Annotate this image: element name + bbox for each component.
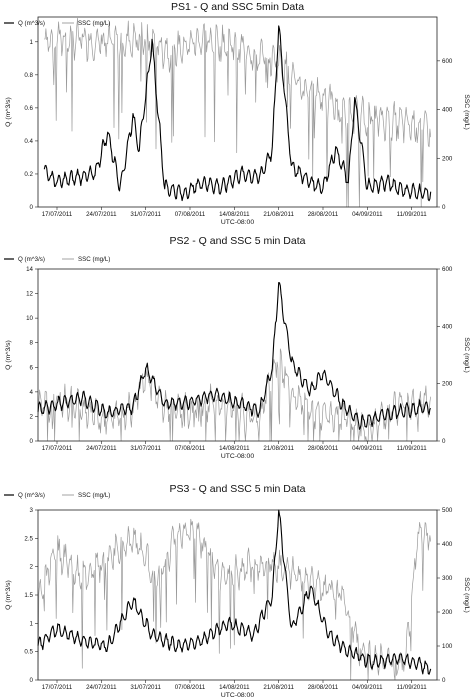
panel-2: PS2 - Q and SSC 5 min Data 17/07/2011 24/0…	[4, 235, 470, 460]
x-tick-label: 04/09/2011	[352, 684, 383, 691]
legend-q-label: Q (m^3/s)	[18, 20, 45, 27]
y-left-tick-label: 0	[30, 677, 34, 684]
y-left-tick-label: 0.8	[24, 72, 33, 79]
plot-frame	[37, 268, 438, 442]
panel-3: PS3 - Q and SSC 5 min Data 17/07/2011 24/0…	[4, 483, 470, 697]
y-left-tick-label: 0.2	[24, 171, 33, 178]
legend-ssc-label: SSC (mg/L)	[78, 20, 110, 27]
x-tick-label: 07/08/2011	[175, 445, 206, 452]
x-tick-label: 21/08/2011	[263, 684, 294, 691]
y-axis-left-label: Q (m^3/s)	[5, 580, 12, 610]
legend-q-label: Q (m^3/s)	[18, 492, 45, 499]
x-tick-label: 04/09/2011	[352, 211, 383, 218]
y-right-tick-label: 0	[442, 204, 446, 211]
y-right-tick-label: 400	[442, 541, 453, 548]
y-left-tick-label: 1.5	[24, 592, 33, 599]
y-left-tick-label: 0	[30, 204, 34, 211]
y-right-tick-label: 500	[442, 507, 453, 514]
ssc-series-line	[37, 348, 432, 442]
x-tick-label: 31/07/2011	[130, 445, 161, 452]
y-left-tick-label: 2	[30, 413, 34, 420]
y-left-tick-label: 2.5	[24, 535, 33, 542]
y-left-tick-label: 10	[26, 315, 33, 322]
y-left-tick-label: 4	[30, 389, 34, 396]
y-left-tick-label: 0.6	[24, 105, 33, 112]
legend-q-label: Q (m^3/s)	[18, 256, 45, 263]
x-axis-label: UTC-08:00	[221, 219, 254, 226]
x-axis-label: UTC-08:00	[221, 453, 254, 460]
x-tick-label: 14/08/2011	[219, 445, 250, 452]
y-right-tick-label: 100	[442, 643, 453, 650]
x-tick-label: 11/09/2011	[397, 445, 428, 452]
y-right-tick-label: 400	[442, 107, 453, 114]
x-tick-label: 14/08/2011	[219, 211, 250, 218]
y-right-tick-label: 400	[442, 323, 453, 330]
x-tick-label: 11/09/2011	[397, 211, 428, 218]
legend-ssc-label: SSC (mg/L)	[78, 492, 110, 499]
y-right-tick-label: 0	[442, 438, 446, 445]
x-tick-label: 24/07/2011	[86, 211, 117, 218]
legend: Q (m^3/s) SSC (mg/L)	[4, 256, 110, 263]
y-left-tick-label: 8	[30, 340, 34, 347]
chart-title: PS2 - Q and SSC 5 min Data	[170, 235, 306, 247]
y-left-tick-label: 0.5	[24, 649, 33, 656]
q-series-line	[37, 282, 432, 430]
y-right-tick-label: 600	[442, 58, 453, 65]
x-tick-label: 04/09/2011	[352, 445, 383, 452]
ssc-series-line	[44, 17, 432, 208]
x-axis-label: UTC-08:00	[221, 692, 254, 697]
q-series-line	[43, 25, 432, 202]
y-right-tick-label: 200	[442, 155, 453, 162]
chart-title: PS3 - Q and SSC 5 min Data	[170, 483, 306, 495]
y-left-tick-label: 2	[30, 564, 34, 571]
x-tick-label: 24/07/2011	[86, 684, 117, 691]
legend: Q (m^3/s) SSC (mg/L)	[4, 20, 110, 27]
plot-frame	[37, 16, 438, 208]
legend-ssc-label: SSC (mg/L)	[78, 256, 110, 263]
x-tick-label: 14/08/2011	[219, 684, 250, 691]
y-left-tick-label: 6	[30, 364, 34, 371]
y-right-tick-label: 200	[442, 381, 453, 388]
y-right-tick-label: 0	[442, 677, 446, 684]
x-tick-label: 28/08/2011	[308, 211, 339, 218]
y-left-tick-label: 0	[30, 438, 34, 445]
panel-1: PS1 - Q and SSC 5min Data 17/07/2011 24/07…	[4, 1, 470, 226]
x-tick-label: 17/07/2011	[42, 684, 73, 691]
y-right-tick-label: 200	[442, 609, 453, 616]
legend: Q (m^3/s) SSC (mg/L)	[4, 492, 110, 499]
x-tick-label: 31/07/2011	[130, 684, 161, 691]
q-series-line	[37, 509, 432, 675]
x-tick-label: 21/08/2011	[263, 211, 294, 218]
y-left-tick-label: 1	[30, 620, 34, 627]
x-tick-label: 07/08/2011	[175, 211, 206, 218]
x-tick-label: 24/07/2011	[86, 445, 117, 452]
x-tick-label: 11/09/2011	[397, 684, 428, 691]
y-axis-right-label: SSC (mg/L)	[463, 337, 470, 373]
x-tick-label: 17/07/2011	[42, 211, 73, 218]
y-left-tick-label: 1	[30, 39, 34, 46]
y-left-tick-label: 0.4	[24, 138, 33, 145]
x-tick-label: 17/07/2011	[42, 445, 73, 452]
y-left-tick-label: 12	[26, 291, 33, 298]
x-tick-label: 28/08/2011	[308, 445, 339, 452]
y-axis-left-label: Q (m^3/s)	[5, 340, 12, 370]
y-left-tick-label: 3	[30, 507, 34, 514]
y-axis-left-label: Q (m^3/s)	[5, 97, 12, 127]
y-right-tick-label: 300	[442, 575, 453, 582]
x-tick-label: 07/08/2011	[175, 684, 206, 691]
x-tick-label: 21/08/2011	[263, 445, 294, 452]
y-axis-right-label: SSC (mg/L)	[463, 94, 470, 130]
chart-title: PS1 - Q and SSC 5min Data	[171, 1, 304, 13]
x-tick-label: 31/07/2011	[130, 211, 161, 218]
ssc-series-line	[37, 518, 432, 681]
y-left-tick-label: 14	[26, 266, 33, 273]
y-axis-right-label: SSC (mg/L)	[463, 577, 470, 613]
x-tick-label: 28/08/2011	[308, 684, 339, 691]
y-right-tick-label: 600	[442, 266, 453, 273]
